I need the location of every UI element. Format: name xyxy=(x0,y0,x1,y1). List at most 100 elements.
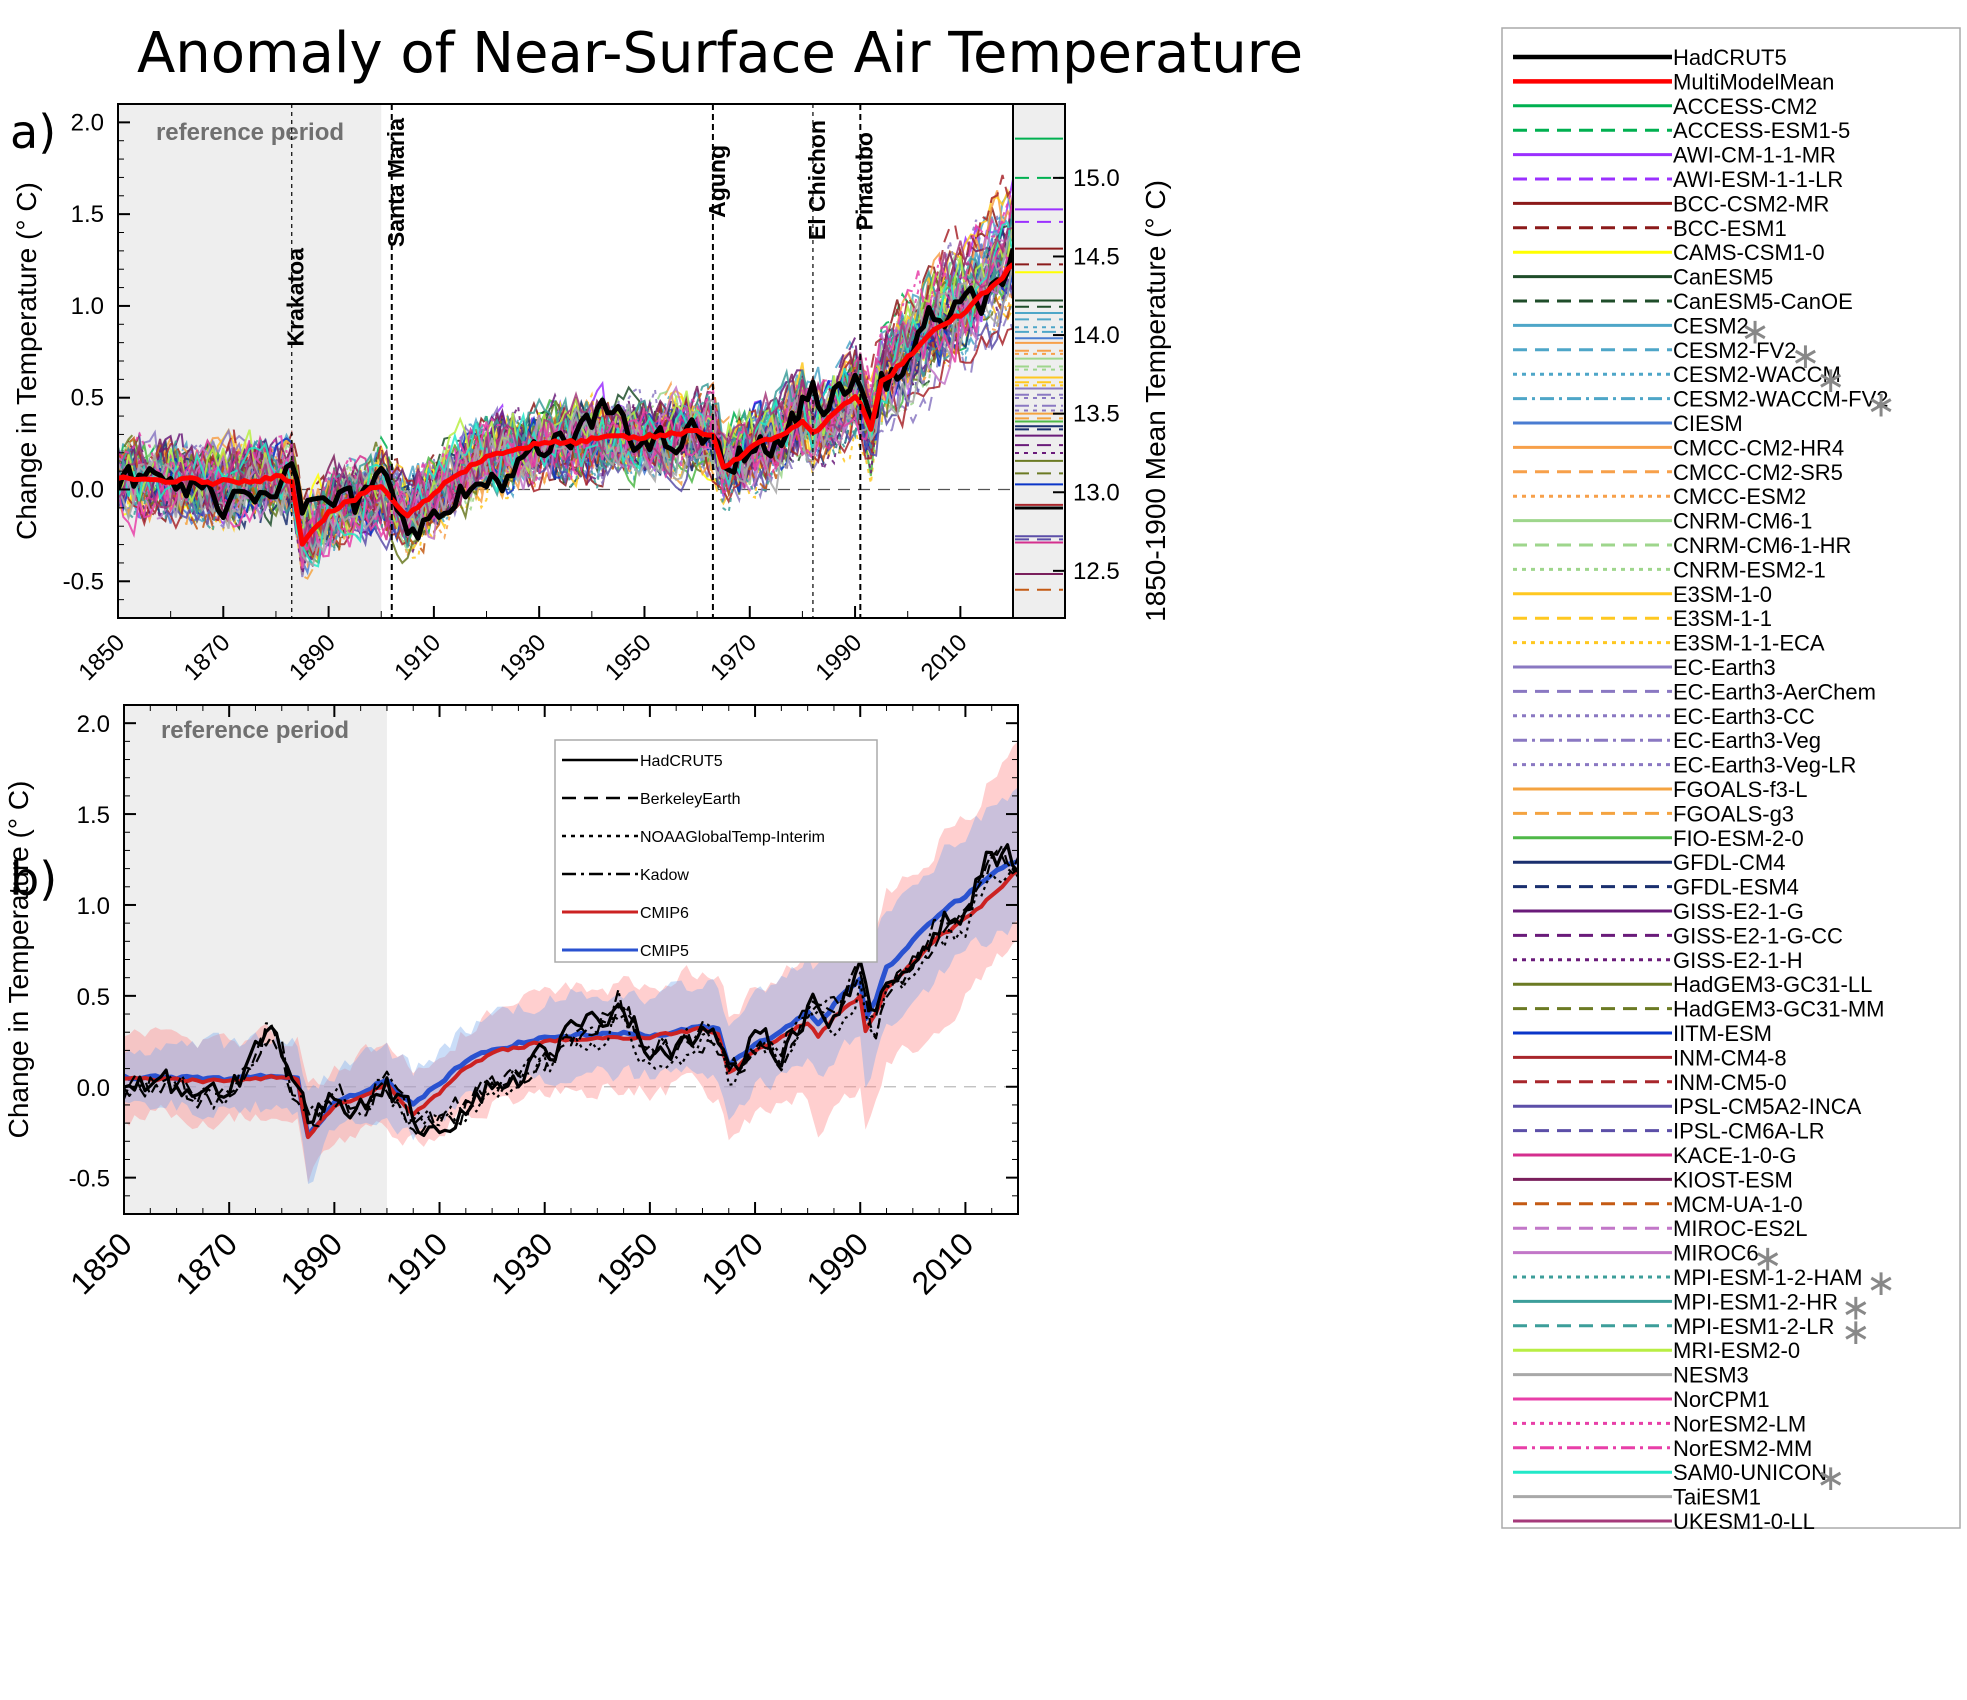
model-line-54 xyxy=(118,187,1013,553)
legend-label: EC-Earth3-CC xyxy=(1673,704,1815,729)
legend-label: CMIP6 xyxy=(640,905,689,922)
asterisk-icon: ∗ xyxy=(1740,311,1770,352)
legend-label: GISS-E2-1-G xyxy=(1673,899,1804,924)
legend-label: Kadow xyxy=(640,867,689,884)
legend-label: EC-Earth3-Veg-LR xyxy=(1673,753,1856,778)
panel-b-legend: HadCRUT5 BerkeleyEarth NOAAGlobalTemp-Inte… xyxy=(554,739,878,963)
cmip5-range xyxy=(124,787,1018,1184)
legend-label: CNRM-CM6-1-HR xyxy=(1673,533,1851,558)
panel-b-plot xyxy=(124,741,1018,1184)
volcano-label: Santa Maria xyxy=(383,118,409,247)
legend-label: CMCC-CM2-SR5 xyxy=(1673,460,1843,485)
y-right-tick-label: 12.5 xyxy=(1073,558,1120,585)
y-tick-label: 0.0 xyxy=(77,1075,110,1102)
legend-label: CIESM xyxy=(1673,411,1743,436)
y-tick-label: 0.0 xyxy=(71,477,104,504)
y-right-tick-label: 14.0 xyxy=(1073,322,1120,349)
legend-label: E3SM-1-1 xyxy=(1673,606,1772,631)
legend-label: MIROC6 xyxy=(1673,1241,1759,1266)
legend-label: CanESM5 xyxy=(1673,265,1773,290)
y-axis-label: Change in Temperature (° C) xyxy=(3,781,34,1139)
asterisk-icon: ∗ xyxy=(1841,1312,1871,1353)
legend-label: FGOALS-f3-L xyxy=(1673,777,1807,802)
legend-label: CNRM-CM6-1 xyxy=(1673,509,1812,534)
x-tick-label: 1890 xyxy=(274,1225,350,1301)
x-tick-label: 1850 xyxy=(73,629,130,686)
reference-period-shade xyxy=(118,104,382,618)
legend-label: HadGEM3-GC31-LL xyxy=(1673,972,1872,997)
berkeleyearth-line xyxy=(124,849,1018,1138)
y-tick-label: 1.0 xyxy=(77,893,110,920)
legend-label: MIROC-ES2L xyxy=(1673,1216,1807,1241)
asterisk-icon: ∗ xyxy=(1841,1287,1871,1328)
legend-label: KACE-1-0-G xyxy=(1673,1143,1796,1168)
baseline-strip xyxy=(1013,104,1065,618)
legend-label: MPI-ESM-1-2-HAM xyxy=(1673,1265,1862,1290)
legend-label: CanESM5-CanOE xyxy=(1673,289,1853,314)
volcano-label: Pinatubo xyxy=(851,132,877,230)
legend-label: CESM2-WACCM-FV2 xyxy=(1673,387,1889,412)
x-tick-label: 1970 xyxy=(694,1225,770,1301)
legend-label: FGOALS-g3 xyxy=(1673,801,1794,826)
legend-label: MRI-ESM2-0 xyxy=(1673,1338,1800,1363)
legend-label: GFDL-CM4 xyxy=(1673,850,1785,875)
legend-label: CESM2-WACCM xyxy=(1673,362,1841,387)
model-legend: HadCRUT5MultiModelMeanACCESS-CM2ACCESS-E… xyxy=(1501,27,1961,1534)
y-tick-label: -0.5 xyxy=(69,1166,110,1193)
legend-label: CESM2-FV2 xyxy=(1673,338,1796,363)
legend-label: HadCRUT5 xyxy=(640,753,723,770)
legend-label: IITM-ESM xyxy=(1673,1021,1772,1046)
y-tick-label: 1.5 xyxy=(77,802,110,829)
y-tick-label: 0.5 xyxy=(77,984,110,1011)
legend-label: NESM3 xyxy=(1673,1363,1749,1388)
asterisk-icon: ∗ xyxy=(1816,1458,1846,1499)
legend-label: AWI-ESM-1-1-LR xyxy=(1673,167,1843,192)
panel-b: reference period -0.5 0.0 0.5 1.0 1.5 2.0 1850 1… xyxy=(3,704,1019,1301)
y-right-tick-label: 13.0 xyxy=(1073,479,1120,506)
y-right-tick-label: 13.5 xyxy=(1073,401,1120,428)
legend-label: NorESM2-MM xyxy=(1673,1436,1812,1461)
legend-label: MultiModelMean xyxy=(1673,69,1834,94)
legend-label: GISS-E2-1-G-CC xyxy=(1673,923,1843,948)
y-tick-label: -0.5 xyxy=(63,568,104,595)
reference-period-label: reference period xyxy=(161,717,349,744)
x-tick-label: 1910 xyxy=(379,1225,455,1301)
legend-label: FIO-ESM-2-0 xyxy=(1673,826,1804,851)
x-tick-label: 1870 xyxy=(179,629,236,686)
x-tick-label: 2010 xyxy=(916,629,973,686)
legend-label: MPI-ESM1-2-HR xyxy=(1673,1289,1838,1314)
legend-label: INM-CM5-0 xyxy=(1673,1070,1787,1095)
legend-label: E3SM-1-0 xyxy=(1673,582,1772,607)
legend-label: BCC-CSM2-MR xyxy=(1673,191,1829,216)
asterisk-icon: ∗ xyxy=(1866,385,1896,426)
reference-period-shade xyxy=(124,705,387,1214)
volcano-label: Krakatoa xyxy=(283,248,309,347)
legend-label: GISS-E2-1-H xyxy=(1673,948,1803,973)
y-right-axis-label: 1850-1900 Mean Temperature (° C) xyxy=(1140,180,1171,622)
legend-label: INM-CM4-8 xyxy=(1673,1045,1787,1070)
legend-label: HadCRUT5 xyxy=(1673,45,1787,70)
x-tick-label: 1950 xyxy=(600,629,657,686)
legend-label: CMCC-CM2-HR4 xyxy=(1673,435,1844,460)
legend-label: CMCC-ESM2 xyxy=(1673,484,1806,509)
y-tick-label: 2.0 xyxy=(71,109,104,136)
legend-label: IPSL-CM6A-LR xyxy=(1673,1119,1825,1144)
x-tick-label: 2010 xyxy=(905,1225,981,1301)
x-tick-label: 1990 xyxy=(799,1225,875,1301)
x-tick-label: 1930 xyxy=(484,1225,560,1301)
legend-label: AWI-CM-1-1-MR xyxy=(1673,143,1836,168)
noaa-line xyxy=(391,867,1018,1126)
legend-label: GFDL-ESM4 xyxy=(1673,875,1799,900)
y-right-tick-label: 14.5 xyxy=(1073,243,1120,270)
y-tick-label: 0.5 xyxy=(71,385,104,412)
legend-label: UKESM1-0-LL xyxy=(1673,1509,1815,1534)
multimodelmean-line xyxy=(118,262,1013,547)
legend-label: ACCESS-ESM1-5 xyxy=(1673,118,1850,143)
asterisk-icon: ∗ xyxy=(1816,360,1846,401)
legend-label: SAM0-UNICON xyxy=(1673,1460,1827,1485)
asterisk-icon: ∗ xyxy=(1790,336,1820,377)
y-axis-label: Change in Temperature (° C) xyxy=(11,182,42,540)
hadcrut5-line xyxy=(124,843,1018,1138)
legend-label: CAMS-CSM1-0 xyxy=(1673,240,1825,265)
